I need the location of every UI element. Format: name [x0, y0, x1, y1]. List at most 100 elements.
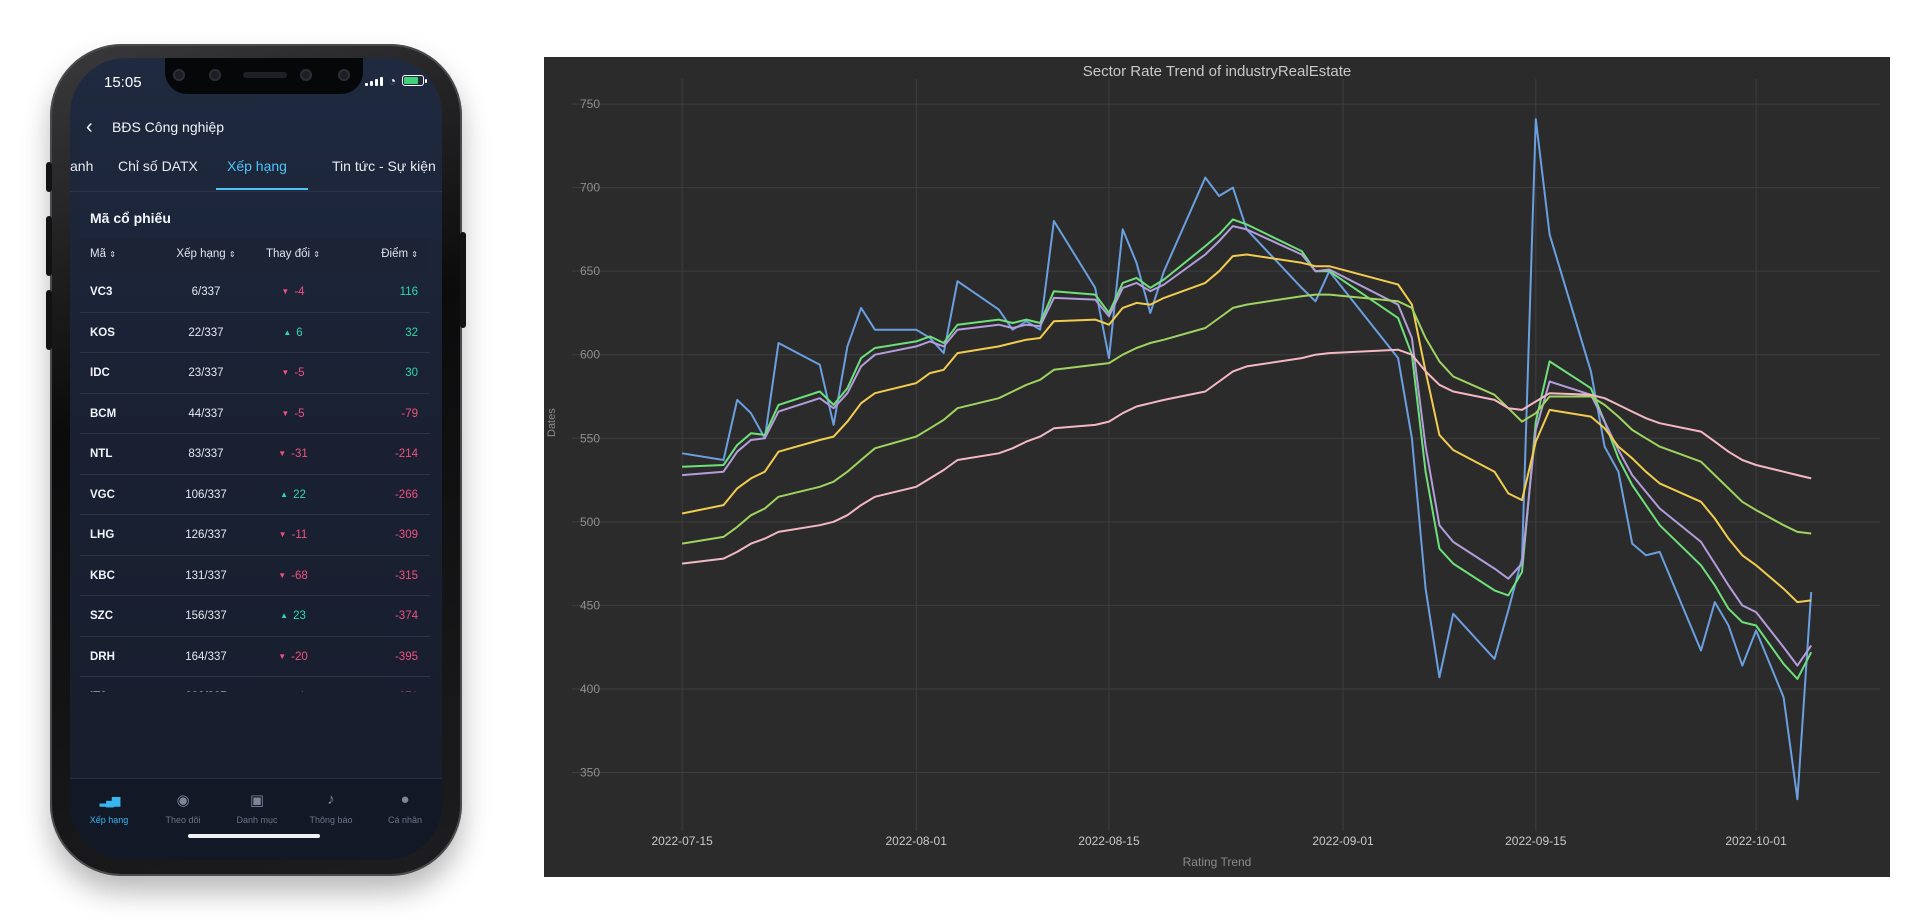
stock-rank: 222/337: [166, 691, 246, 692]
table-row[interactable]: DRH 164/337 ▼ -20 -395: [80, 637, 430, 677]
column-header-change[interactable]: Thay đổi ⇕: [265, 248, 320, 260]
tab-bar: anh Chỉ số DATX Xếp hạng Tin tức - Sự ki…: [70, 148, 442, 192]
volume-down-button: [46, 290, 52, 350]
series-line-pink: [681, 348, 1812, 565]
series-line-green: [682, 218, 1813, 680]
x-tick-label: 2022-07-15: [651, 834, 713, 848]
rank-change: ▲ 6: [258, 327, 328, 339]
chart-panel: 350 400 450 500 550 600 650 700 750 2022-07-15 202…: [544, 57, 1890, 877]
user-icon: ●: [400, 791, 410, 808]
phone-screen: 15:05 ◔ ‹ BĐS Công nghiệp anh Chỉ số DAT…: [70, 58, 442, 860]
table-row[interactable]: SZC 156/337 ▲ 23 -374: [80, 596, 430, 637]
column-header-score[interactable]: Điểm ⇕: [381, 248, 418, 260]
bell-icon: ♪: [327, 791, 335, 808]
tab-news-events[interactable]: Tin tức - Sự kiện: [332, 158, 436, 174]
table-row[interactable]: IDC 23/337 ▼ -5 30: [80, 353, 430, 394]
sort-icon: ⇕: [411, 250, 418, 259]
bottom-nav-item[interactable]: ● Cá nhân: [368, 791, 442, 825]
back-icon[interactable]: ‹: [86, 116, 93, 138]
wallet-icon: ▣: [249, 792, 265, 809]
x-tick-label: 2022-08-01: [886, 834, 948, 848]
triangle-down-icon: ▼: [278, 530, 287, 539]
triangle-down-icon: ▼: [278, 570, 287, 580]
bottom-nav-item[interactable]: ▂▄▆ Xếp hạng: [72, 791, 146, 825]
x-tick-label: 2022-08-15: [1078, 834, 1140, 848]
column-header-code[interactable]: Mã ⇕: [90, 248, 116, 260]
bottom-nav-label: Cá nhân: [387, 815, 423, 825]
y-tick-label: 400: [580, 682, 600, 696]
rank-change: ▼ -20: [258, 651, 328, 663]
bottom-nav-label: Thông báo: [309, 815, 353, 825]
series-line-purple: [682, 225, 1813, 667]
table-row[interactable]: KBC 131/337 ▼ -68 -315: [80, 556, 430, 596]
stock-rank: 164/337: [185, 650, 227, 663]
stock-rank: 6/337: [191, 286, 221, 298]
bottom-nav-item[interactable]: ◉ Theo dõi: [146, 791, 220, 825]
bottom-nav-label: Theo dõi: [165, 815, 201, 825]
active-tab-indicator: [216, 188, 308, 190]
rank-change-value: -68: [291, 569, 308, 582]
wifi-icon: ◔: [388, 73, 396, 88]
battery-icon: [402, 75, 427, 86]
stock-code: ITA: [90, 691, 108, 692]
tab-overview[interactable]: anh: [70, 158, 94, 174]
stock-score: -315: [394, 569, 418, 582]
rank-change: ▼ -5: [258, 367, 328, 379]
stock-score: -214: [394, 448, 418, 460]
table-row[interactable]: VC3 6/337 ▼ -4 116: [80, 272, 430, 313]
table-row[interactable]: ITA 222/337 ▼-4 -671: [80, 677, 430, 692]
bottom-nav-item[interactable]: ▣ Danh mục: [220, 791, 294, 825]
rank-change-value: -20: [291, 650, 308, 663]
rank-change-value: -4: [294, 691, 304, 692]
stock-rank: 156/337: [185, 610, 227, 622]
bar-chart-icon: ▂▄▆: [99, 795, 121, 807]
stock-score: -309: [394, 529, 418, 541]
stock-code: NTL: [90, 448, 113, 460]
table-row[interactable]: BCM 44/337 ▼ -5 -79: [80, 394, 430, 434]
stock-code: KBC: [90, 569, 115, 582]
rank-change: ▼ -5: [258, 408, 328, 420]
column-header-rank[interactable]: Xếp hạng ⇕: [176, 248, 236, 260]
stock-score: 32: [405, 326, 418, 339]
rank-change: ▼ -11: [258, 529, 328, 541]
home-indicator[interactable]: [188, 834, 320, 838]
x-tick-label: 2022-09-15: [1505, 834, 1567, 848]
y-tick-label: 550: [580, 431, 600, 445]
power-button: [460, 232, 466, 328]
rank-change: ▼ -31: [258, 448, 328, 460]
table-row[interactable]: KOS 22/337 ▲ 6 32: [80, 313, 430, 353]
rank-change-value: -5: [294, 407, 305, 420]
y-tick-label: 750: [580, 97, 600, 111]
x-axis-label: Rating Trend: [1182, 855, 1252, 869]
series-line-yellow: [681, 253, 1812, 604]
mute-switch: [46, 162, 52, 192]
table-row[interactable]: NTL 83/337 ▼ -31 -214: [80, 434, 430, 475]
triangle-up-icon: ▲: [283, 327, 292, 337]
y-tick-label: 350: [580, 766, 600, 780]
stock-rank: 22/337: [188, 326, 224, 339]
tab-datx-index[interactable]: Chỉ số DATX: [118, 158, 198, 174]
line-chart: 350 400 450 500 550 600 650 700 750 2022-07-15 202…: [572, 79, 1880, 848]
rank-change-value: 6: [296, 326, 303, 339]
rank-change-value: 22: [293, 488, 306, 501]
bottom-nav-label: Xếp hạng: [89, 815, 129, 825]
section-title: Mã cổ phiếu: [90, 210, 171, 226]
phone-mockup: 15:05 ◔ ‹ BĐS Công nghiệp anh Chỉ số DAT…: [46, 44, 466, 876]
stock-rank: 23/337: [188, 367, 224, 379]
table-row[interactable]: LHG 126/337 ▼ -11 -309: [80, 515, 430, 556]
bottom-nav-label: Danh mục: [236, 815, 278, 825]
camera-icon: [209, 69, 221, 81]
bottom-nav-item[interactable]: ♪ Thông báo: [294, 791, 368, 825]
table-row[interactable]: VGC 106/337 ▲ 22 -266: [80, 475, 430, 515]
y-tick-label: 600: [580, 348, 600, 362]
series-line-olive: [681, 293, 1812, 545]
rank-change-value: -31: [291, 448, 308, 460]
tab-ranking[interactable]: Xếp hạng: [227, 158, 287, 174]
triangle-down-icon: ▼: [278, 449, 287, 458]
status-icons: ◔: [364, 73, 427, 88]
rank-change: ▼ -68: [258, 570, 328, 582]
stock-score: -79: [401, 407, 418, 420]
stock-code: BCM: [90, 407, 117, 420]
stock-code: KOS: [90, 326, 115, 339]
